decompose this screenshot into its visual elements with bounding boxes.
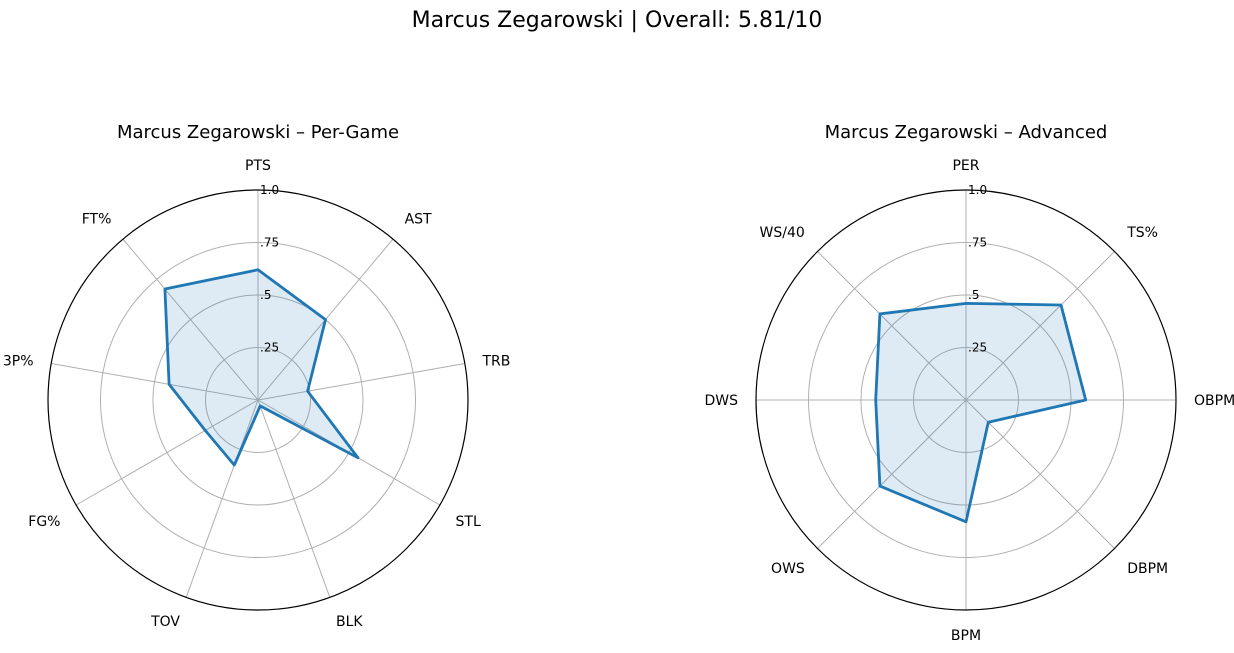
radial-tick-label: .75 xyxy=(968,236,987,250)
radial-tick-label: .75 xyxy=(260,236,279,250)
figure-title: Marcus Zegarowski | Overall: 5.81/10 xyxy=(411,8,823,33)
data-area xyxy=(875,303,1086,522)
axis-label-ft-: FT% xyxy=(82,211,112,227)
polar-frame xyxy=(755,189,1177,611)
panel-title: Marcus Zegarowski – Per-Game xyxy=(117,122,399,143)
axis-label-ts-: TS% xyxy=(1126,225,1158,241)
data-line xyxy=(874,301,1088,524)
axis-label-obpm: OBPM xyxy=(1194,393,1234,409)
radar-panel-2: Marcus Zegarowski – Advanced .25 .5 .75 1.0 P… xyxy=(704,122,1234,644)
axis-label-dws: DWS xyxy=(704,393,738,409)
axis-label-ws-40: WS/40 xyxy=(760,225,805,241)
radial-tick-label: .25 xyxy=(260,341,279,355)
axis-label-fg-: FG% xyxy=(28,514,60,530)
axis-label-trb: TRB xyxy=(482,353,511,369)
axis-label-pts: PTS xyxy=(245,158,271,174)
grid-spoke xyxy=(75,399,259,506)
grid-spoke xyxy=(817,399,967,549)
radial-tick-label: 1.0 xyxy=(968,183,987,197)
grid-spoke xyxy=(965,399,1115,549)
radial-tick-label: .25 xyxy=(968,341,987,355)
axis-label-3p-: 3P% xyxy=(3,353,34,369)
axis-label-ast: AST xyxy=(405,211,432,227)
radial-tick-label: .5 xyxy=(260,288,271,302)
radar-panel-1: Marcus Zegarowski – Per-Game .25 .5 .75 1.0 P… xyxy=(3,122,511,630)
grid-spoke xyxy=(185,399,259,598)
axis-label-tov: TOV xyxy=(150,614,180,630)
radial-tick-label: .5 xyxy=(968,288,979,302)
axis-label-stl: STL xyxy=(456,514,481,530)
grid-spoke xyxy=(257,399,331,598)
grid-spoke xyxy=(965,251,1115,401)
panel-title: Marcus Zegarowski – Advanced xyxy=(825,122,1108,143)
data-line xyxy=(163,268,360,467)
grid-spoke xyxy=(817,251,967,401)
axis-label-ows: OWS xyxy=(771,561,805,577)
axis-label-per: PER xyxy=(952,158,979,174)
radial-tick-label: 1.0 xyxy=(260,183,279,197)
grid-spoke xyxy=(122,238,259,401)
axis-label-blk: BLK xyxy=(336,614,363,630)
grid-spoke xyxy=(257,363,465,401)
data-area xyxy=(164,269,358,466)
axis-label-bpm: BPM xyxy=(951,628,981,644)
polar-frame xyxy=(47,189,469,611)
grid-spoke xyxy=(51,363,259,401)
axis-label-dbpm: DBPM xyxy=(1127,561,1168,577)
